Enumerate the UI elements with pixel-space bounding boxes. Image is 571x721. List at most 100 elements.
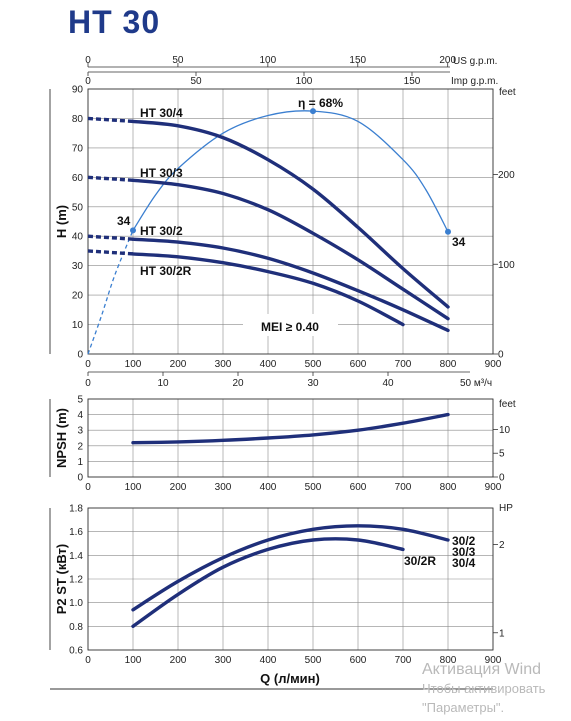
activation-line-3: "Параметры".: [422, 700, 505, 715]
x-tick-power-100: 100: [125, 655, 142, 666]
x-tick-npsh-900: 900: [485, 482, 502, 493]
y-tick-npsh-1: 1: [77, 457, 83, 468]
y-tick-power-1.2: 1.2: [69, 575, 83, 586]
x-tick-power-800: 800: [440, 655, 457, 666]
head-curve-label-0: HT 30/4: [140, 106, 183, 120]
y-tick-head-30: 30: [72, 261, 84, 272]
imp-gpm-tick-0: 0: [85, 76, 91, 87]
npsh-feet-unit: feet: [499, 399, 516, 410]
efficiency-curve-dashed: [87, 230, 134, 355]
m3h-tick-0: 0: [85, 378, 91, 389]
x-tick-npsh-600: 600: [350, 482, 367, 493]
y-tick-power-1.0: 1.0: [69, 598, 83, 609]
head-curve-label-3: HT 30/2R: [140, 264, 192, 278]
power-hp-tick-1: 1: [499, 628, 505, 639]
head-feet-tick-100: 100: [498, 260, 515, 271]
x-tick-power-600: 600: [350, 655, 367, 666]
frame-npsh: [87, 398, 494, 478]
head-curve-extrapolated-1: [87, 175, 134, 182]
x-tick-npsh-400: 400: [260, 482, 277, 493]
m3h-unit: 50 м³/ч: [460, 378, 492, 389]
panel-power: 0.6 0.8 1.0 1.2 1.4 1.6 1.8 0 100 200 300 400 500 600…: [49, 504, 502, 666]
head-curve-label-1: HT 30/3: [140, 166, 183, 180]
npsh-feet-tick-5: 5: [499, 449, 505, 460]
efficiency-label: η = 68%: [298, 96, 343, 110]
head-curve-extrapolated-3: [87, 249, 134, 256]
mei-label: MEI ≥ 0.40: [261, 320, 319, 334]
y-tick-head-90: 90: [72, 85, 84, 96]
power-hp-unit: HP: [499, 503, 513, 514]
head-curve-2: [131, 237, 450, 333]
activation-line-2: Чтобы активировать: [422, 681, 546, 696]
x-tick-head-300: 300: [215, 359, 232, 370]
npsh-curve-0: [131, 412, 450, 445]
x-tick-head-800: 800: [440, 359, 457, 370]
x-tick-npsh-800: 800: [440, 482, 457, 493]
head-feet-tick-200: 200: [498, 170, 515, 181]
frame-power: [87, 507, 494, 651]
mei-box: [243, 314, 338, 336]
m3h-tick-40: 40: [382, 378, 394, 389]
m3h-tick-10: 10: [157, 378, 169, 389]
x-tick-npsh-500: 500: [305, 482, 322, 493]
frame-head: [87, 88, 494, 355]
x-tick-npsh-0: 0: [85, 482, 91, 493]
head-curve-label-2: HT 30/2: [140, 224, 183, 238]
imp-gpm-unit: Imp g.p.m.: [451, 76, 498, 87]
x-tick-npsh-700: 700: [395, 482, 412, 493]
efficiency-point-1: [310, 108, 316, 115]
us-gpm-unit: US g.p.m.: [453, 56, 497, 67]
head-axis-title: H (m): [54, 205, 69, 238]
head-curve-extrapolated-2: [87, 234, 134, 241]
m3h-tick-20: 20: [232, 378, 244, 389]
panel-npsh: 0 1 2 3 4 5 0 100 200 300 400 500 600 700 800 900: [49, 395, 502, 493]
y-tick-head-80: 80: [72, 114, 84, 125]
x-tick-head-0: 0: [85, 359, 91, 370]
power-curve-1: [131, 537, 405, 628]
power-label-30-4: 30/4: [452, 556, 476, 570]
y-tick-power-1.8: 1.8: [69, 504, 83, 515]
x-tick-npsh-200: 200: [170, 482, 187, 493]
head-curve-3: [131, 252, 405, 327]
x-tick-head-400: 400: [260, 359, 277, 370]
y-tick-head-50: 50: [72, 202, 84, 213]
head-feet-unit: feet: [499, 87, 516, 98]
x-tick-npsh-100: 100: [125, 482, 142, 493]
y-tick-head-20: 20: [72, 291, 84, 302]
x-tick-head-100: 100: [125, 359, 142, 370]
y-tick-power-0.6: 0.6: [69, 646, 83, 657]
x-tick-power-400: 400: [260, 655, 277, 666]
power-label-30-3: 30/3: [452, 545, 476, 559]
y-tick-npsh-5: 5: [77, 395, 83, 406]
y-tick-head-40: 40: [72, 232, 84, 243]
x-tick-head-200: 200: [170, 359, 187, 370]
power-curve-0: [131, 524, 450, 612]
x-tick-power-700: 700: [395, 655, 412, 666]
x-tick-head-500: 500: [305, 359, 322, 370]
x-tick-power-500: 500: [305, 655, 322, 666]
flow-axis-title: Q (л/мин): [260, 671, 320, 686]
power-hp-tick-2: 2: [499, 540, 505, 551]
efficiency-point-label-right: 34: [452, 235, 466, 249]
imp-gpm-tick-100: 100: [296, 76, 313, 87]
head-feet-tick-0: 0: [498, 350, 504, 361]
y-tick-npsh-0: 0: [77, 473, 83, 484]
y-tick-power-1.4: 1.4: [69, 551, 83, 562]
y-tick-head-10: 10: [72, 320, 84, 331]
x-tick-npsh-300: 300: [215, 482, 232, 493]
y-tick-head-0: 0: [77, 350, 83, 361]
power-axis-title: P2 ST (кВт): [54, 544, 69, 614]
us-gpm-tick-200: 200: [439, 55, 456, 66]
efficiency-point-label-left: 34: [117, 214, 131, 228]
us-gpm-tick-50: 50: [172, 55, 184, 66]
y-tick-head-70: 70: [72, 143, 84, 154]
y-tick-npsh-4: 4: [77, 410, 83, 421]
x-tick-head-700: 700: [395, 359, 412, 370]
imp-gpm-tick-150: 150: [404, 76, 421, 87]
windows-activation-watermark: Активация Wind Чтобы активировать "Парам…: [422, 660, 545, 717]
head-curve-extrapolated-0: [87, 116, 134, 124]
x-tick-power-300: 300: [215, 655, 232, 666]
npsh-feet-tick-0: 0: [499, 473, 505, 484]
x-tick-power-900: 900: [485, 655, 502, 666]
power-label-30-2r: 30/2R: [404, 554, 436, 568]
